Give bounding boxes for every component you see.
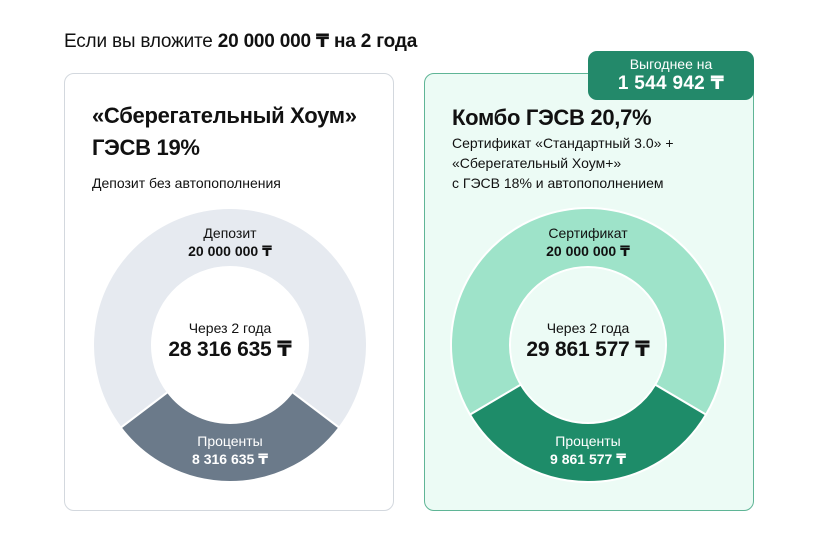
center-caption: Через 2 года — [546, 320, 630, 336]
headline-prefix: Если вы вложите — [64, 31, 218, 52]
segment-label-interest: Проценты 8 316 635 ₸ — [130, 432, 330, 468]
segment-label-certificate: Сертификат 20 000 000 ₸ — [488, 224, 688, 260]
card-subtitle-line: «Сберегательный Хоум+» — [452, 155, 622, 171]
headline-middle: на — [328, 31, 361, 52]
center-total-left: Через 2 года 28 316 635 ₸ — [130, 319, 330, 363]
card-title: Комбо ГЭСВ 20,7% — [452, 105, 652, 130]
segment-name: Депозит — [203, 225, 257, 241]
headline-amount: 20 000 000 ₸ — [217, 31, 329, 52]
segment-value: 9 861 577 ₸ — [550, 451, 626, 467]
interest-segment — [119, 391, 341, 483]
badge-label: Выгоднее на — [629, 56, 713, 72]
segment-label-interest: Проценты 9 861 577 ₸ — [488, 432, 688, 468]
center-total-right: Через 2 года 29 861 577 ₸ — [488, 319, 688, 363]
center-value: 28 316 635 ₸ — [168, 338, 292, 361]
badge-value: 1 544 942 ₸ — [617, 73, 725, 94]
card-subtitle-line: с ГЭСВ 18% и автопополнением — [452, 175, 664, 191]
benefit-badge: Выгоднее на 1 544 942 ₸ — [588, 51, 754, 100]
principal-segment — [92, 207, 368, 429]
card-subtitle: Сертификат «Стандартный 3.0» + «Сберегат… — [452, 133, 674, 193]
card-title-line-1: «Сберегательный Хоум» — [92, 103, 357, 128]
donut-hole — [511, 268, 665, 422]
segment-value: 8 316 635 ₸ — [192, 451, 268, 467]
segment-name: Проценты — [197, 433, 263, 449]
segment-value: 20 000 000 ₸ — [188, 243, 272, 259]
center-caption: Через 2 года — [188, 320, 272, 336]
interest-segment — [469, 383, 707, 484]
center-value: 29 861 577 ₸ — [526, 338, 650, 361]
segment-label-deposit: Депозит 20 000 000 ₸ — [130, 224, 330, 260]
principal-segment — [450, 207, 726, 416]
segment-value: 20 000 000 ₸ — [546, 243, 630, 259]
segment-name: Проценты — [555, 433, 621, 449]
headline-term: 2 года — [360, 31, 418, 52]
card-title: «Сберегательный Хоум» ГЭСВ 19% — [92, 100, 357, 164]
headline: Если вы вложите 20 000 000 ₸ на 2 года — [64, 29, 417, 55]
card-title-line-2: ГЭСВ 19% — [92, 135, 200, 160]
card-subtitle-line: Сертификат «Стандартный 3.0» + — [452, 135, 674, 151]
donut-hole — [153, 268, 307, 422]
card-subtitle: Депозит без автопополнения — [92, 175, 281, 191]
segment-name: Сертификат — [548, 225, 628, 241]
